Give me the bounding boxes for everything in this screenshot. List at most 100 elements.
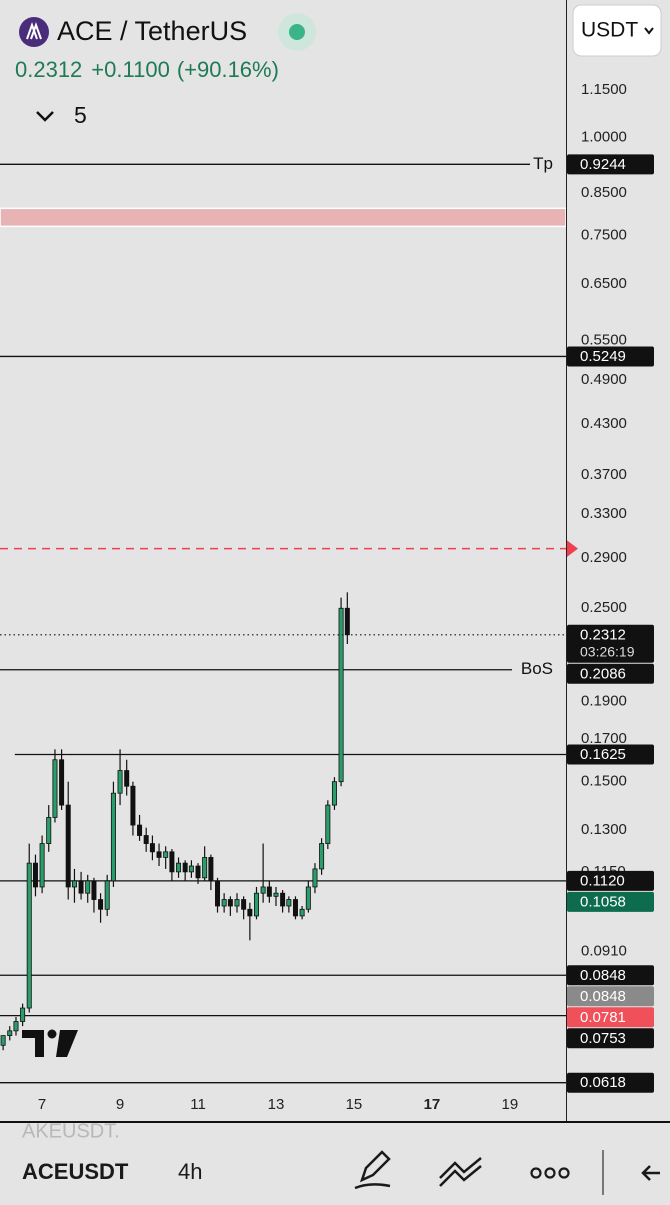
indicators-toggle[interactable] xyxy=(36,111,54,122)
candle-body xyxy=(130,785,136,826)
candle-body xyxy=(286,899,292,907)
price-tag xyxy=(567,965,654,986)
chart: 1.1500 1.0000 0.8500 0.7500 0.6500 0.5500 0.49… xyxy=(0,81,654,1113)
level-note: Tp xyxy=(533,154,553,173)
price: 0.2312 xyxy=(15,57,82,82)
price-tag-label: 0.2312 xyxy=(580,626,626,643)
y-tick-label: 0.3700 xyxy=(581,466,627,483)
candle-body xyxy=(195,865,201,879)
price-tag xyxy=(567,870,654,891)
candle-body xyxy=(71,880,77,888)
price-change-pct: (+90.16%) xyxy=(177,57,279,82)
price-tag xyxy=(567,1007,654,1028)
x-tick-label: 7 xyxy=(38,1096,46,1113)
y-tick-label: 0.2500 xyxy=(581,599,627,616)
candle-body xyxy=(247,908,253,917)
candle-body xyxy=(39,843,45,888)
candle-body xyxy=(305,886,311,910)
candle-body xyxy=(273,892,279,897)
y-tick-label: 0.4900 xyxy=(581,371,627,388)
x-tick-label: 17 xyxy=(424,1096,441,1113)
candle-body xyxy=(13,1021,19,1032)
y-tick-label: 0.2900 xyxy=(581,549,627,566)
footer-interval[interactable]: 4h xyxy=(178,1159,202,1184)
candle-body xyxy=(0,1035,6,1046)
currency-chevron xyxy=(644,27,654,35)
y-tick-label: 0.3300 xyxy=(581,505,627,522)
y-tick-label: 1.1500 xyxy=(581,81,627,98)
price-tag-label: 0.0848 xyxy=(580,967,626,984)
price-tag-label: 0.0753 xyxy=(580,1030,626,1047)
supply-zone xyxy=(0,207,567,228)
candle-body xyxy=(20,1007,26,1022)
candle-body xyxy=(52,759,58,818)
x-tick-label: 13 xyxy=(268,1096,285,1113)
footer-symbol[interactable]: ACEUSDT xyxy=(22,1159,129,1184)
price-tag-label: 0.0848 xyxy=(580,988,626,1005)
price-tag xyxy=(567,346,654,367)
symbol-name[interactable]: ACE / TetherUS xyxy=(57,16,247,46)
x-tick-label: 11 xyxy=(190,1096,206,1113)
candle-body xyxy=(98,899,104,910)
candle-body xyxy=(176,862,182,873)
candle-body xyxy=(253,892,259,917)
candle-body xyxy=(202,857,208,879)
y-tick-label: 0.7500 xyxy=(581,226,627,243)
candle-body xyxy=(344,607,350,636)
candle-body xyxy=(124,770,130,787)
candle-body xyxy=(325,804,331,844)
y-tick-label: 0.1500 xyxy=(581,773,627,790)
more-button[interactable] xyxy=(530,1167,570,1179)
candle-body xyxy=(65,804,71,888)
candle-body xyxy=(319,843,325,870)
candle-body xyxy=(59,759,65,806)
price-tag xyxy=(567,624,654,663)
candle-body xyxy=(156,851,162,858)
price-tag xyxy=(567,744,654,765)
candle-body xyxy=(331,781,337,806)
market-status xyxy=(289,24,305,40)
candle-body xyxy=(85,880,91,894)
price-tag xyxy=(567,154,654,175)
candle-body xyxy=(260,886,266,894)
indicator-button[interactable] xyxy=(439,1157,482,1187)
candle-body xyxy=(280,892,286,907)
price-tag-label: 0.2086 xyxy=(580,665,626,682)
candle-body xyxy=(299,908,305,917)
price-line: 0.2312 +0.1100 (+90.16%) xyxy=(15,57,279,82)
price-tag xyxy=(567,1072,654,1093)
y-tick-label: 1.0000 xyxy=(581,129,627,146)
candle-body xyxy=(227,899,233,907)
candle-body xyxy=(292,899,298,917)
symbol-logo-glyph xyxy=(26,22,42,40)
price-tag-label: 0.0781 xyxy=(580,1009,626,1026)
candle-body xyxy=(266,886,272,897)
candle-body xyxy=(117,770,123,794)
candle-body xyxy=(32,862,38,888)
x-tick-label: 19 xyxy=(502,1096,519,1113)
candle-body xyxy=(241,899,247,910)
currency-label[interactable]: USDT xyxy=(581,19,638,42)
candle-body xyxy=(26,862,32,1009)
candle-body xyxy=(163,851,169,858)
watermark: AKEUSDT. xyxy=(22,1120,120,1142)
candle-body xyxy=(110,792,116,882)
price-tag-label: 0.1625 xyxy=(580,746,626,763)
y-tick-label: 0.0910 xyxy=(581,942,627,959)
candle-body xyxy=(7,1030,13,1036)
y-tick-label: 0.1700 xyxy=(581,730,627,747)
back-button[interactable] xyxy=(641,1165,660,1181)
candle-body xyxy=(188,865,194,873)
indicators-count[interactable]: 5 xyxy=(74,102,87,128)
x-tick-label: 15 xyxy=(346,1096,363,1113)
price-tag-label: 0.1120 xyxy=(580,872,625,889)
x-tick-label: 9 xyxy=(116,1096,124,1113)
draw-tool-button[interactable] xyxy=(354,1150,391,1190)
candle-body xyxy=(215,880,221,907)
price-tag xyxy=(567,663,654,684)
price-tag-label: 0.9244 xyxy=(580,156,626,173)
currency-select[interactable] xyxy=(572,4,662,57)
price-tag xyxy=(567,891,654,912)
